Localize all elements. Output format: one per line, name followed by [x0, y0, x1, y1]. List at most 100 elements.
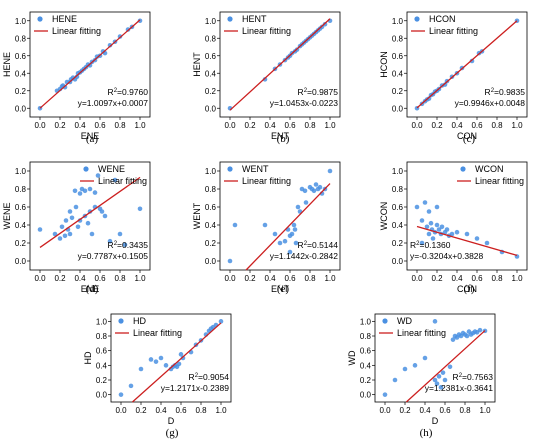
- panel-label: (c): [463, 133, 476, 145]
- data-point: [218, 319, 224, 324]
- data-point: [107, 42, 113, 48]
- data-point: [434, 381, 440, 386]
- data-point: [72, 188, 78, 194]
- x-tick-label: 1.0: [324, 274, 336, 283]
- data-point: [62, 84, 68, 90]
- data-point: [52, 231, 58, 237]
- fit-line: [229, 18, 331, 111]
- data-point: [89, 231, 95, 237]
- chart-panel: 0.0 0.2 0.4 0.6 0.8 1.0 0.0 0.2 0.4 0.6 0.8 1.0 D WD W…: [347, 313, 496, 426]
- y-tick-label: 1.0: [360, 317, 372, 326]
- data-point: [73, 204, 79, 210]
- y-axis-label: WD: [347, 350, 357, 365]
- data-point: [454, 229, 460, 235]
- data-point: [57, 236, 63, 241]
- legend-marker: [227, 16, 233, 22]
- x-tick-label: 0.2: [54, 274, 66, 283]
- y-tick-label: 0.4: [360, 361, 372, 370]
- plot-frame: [110, 313, 232, 403]
- data-point: [436, 227, 442, 232]
- y-tick-label: 0.6: [205, 203, 217, 212]
- x-tick-label: 0.0: [115, 406, 127, 415]
- y-tick-label: 0.8: [392, 34, 404, 43]
- data-point: [118, 392, 124, 397]
- data-point: [67, 209, 73, 214]
- x-tick-label: 1.0: [134, 121, 146, 130]
- y-tick-label: 1.0: [15, 167, 27, 176]
- y-tick-label: 1.0: [96, 317, 108, 326]
- y-tick-label: 1.0: [392, 17, 404, 26]
- y-tick-label: 0.8: [15, 34, 27, 43]
- data-point: [137, 18, 143, 24]
- x-tick-label: 1.0: [511, 121, 523, 130]
- data-point: [122, 242, 128, 248]
- plot-frame: [406, 161, 528, 271]
- legend-entry-series: HD: [133, 316, 146, 326]
- data-point: [117, 231, 123, 237]
- data-point: [163, 363, 169, 368]
- y-tick-label: 1.0: [205, 17, 217, 26]
- data-point: [317, 184, 323, 190]
- data-point: [75, 224, 81, 230]
- y-tick-label: 0.6: [15, 203, 27, 212]
- r-squared-label: R2=0.9875: [298, 87, 339, 97]
- panel-label: (e): [277, 283, 290, 295]
- r-squared-label: R2=0.5144: [298, 240, 339, 250]
- data-point: [148, 357, 154, 362]
- fit-line: [39, 19, 141, 109]
- x-tick-label: 0.6: [94, 274, 106, 283]
- panel-label: (d): [86, 283, 99, 295]
- y-tick-label: 0.0: [96, 391, 108, 400]
- fit-equation-label: y=1.0453x-0.0223: [270, 98, 339, 108]
- y-tick-label: 1.0: [392, 167, 404, 176]
- data-point: [422, 200, 428, 205]
- fit-line: [39, 176, 141, 248]
- data-point: [295, 204, 301, 210]
- data-point: [282, 238, 288, 244]
- fit-equation-label: y=0.9946x+0.0048: [455, 98, 526, 108]
- data-point: [107, 238, 113, 244]
- x-axis-label: ENT: [271, 131, 290, 141]
- data-point: [464, 231, 470, 237]
- legend-marker: [118, 318, 124, 324]
- y-axis-label: HENE: [2, 52, 12, 77]
- data-point: [430, 236, 436, 241]
- data-point: [442, 82, 448, 87]
- x-tick-label: 0.6: [439, 406, 451, 415]
- y-axis-label: WENE: [2, 203, 12, 230]
- x-tick-label: 0.4: [419, 406, 431, 415]
- x-tick-label: 0.2: [54, 121, 66, 130]
- data-point: [227, 258, 233, 264]
- y-tick-label: 0.6: [96, 347, 108, 356]
- y-tick-label: 0.2: [392, 239, 404, 248]
- y-tick-label: 0.0: [392, 104, 404, 113]
- x-tick-label: 0.6: [94, 121, 106, 130]
- x-tick-label: 0.8: [304, 274, 316, 283]
- data-point: [262, 77, 268, 82]
- y-tick-label: 1.0: [15, 17, 27, 26]
- r-squared-label: R2=0.3435: [108, 240, 149, 250]
- x-tick-label: 0.4: [74, 274, 86, 283]
- chart-panel: 0.0 0.2 0.4 0.6 0.8 1.0 0.0 0.2 0.4 0.6 0.8 1.0 D HD H…: [83, 313, 232, 426]
- x-axis-label: D: [432, 416, 439, 426]
- data-point: [82, 188, 88, 194]
- y-axis-label: HENT: [192, 52, 202, 77]
- data-point: [153, 359, 159, 364]
- x-tick-label: 0.0: [34, 274, 46, 283]
- legend-entry-fit: Linear fitting: [429, 26, 478, 36]
- x-tick-label: 0.0: [224, 274, 236, 283]
- y-tick-label: 0.4: [392, 221, 404, 230]
- data-point: [178, 352, 184, 357]
- y-tick-label: 0.6: [205, 52, 217, 61]
- x-tick-label: 0.6: [471, 274, 483, 283]
- y-tick-label: 0.2: [205, 87, 217, 96]
- legend-marker: [460, 166, 466, 172]
- data-point: [422, 355, 428, 361]
- x-tick-label: 0.4: [264, 121, 276, 130]
- data-point: [102, 213, 108, 219]
- legend-entry-series: WENT: [242, 164, 269, 174]
- data-point: [287, 249, 293, 255]
- plot-frame: [406, 11, 528, 118]
- x-tick-label: 1.0: [511, 274, 523, 283]
